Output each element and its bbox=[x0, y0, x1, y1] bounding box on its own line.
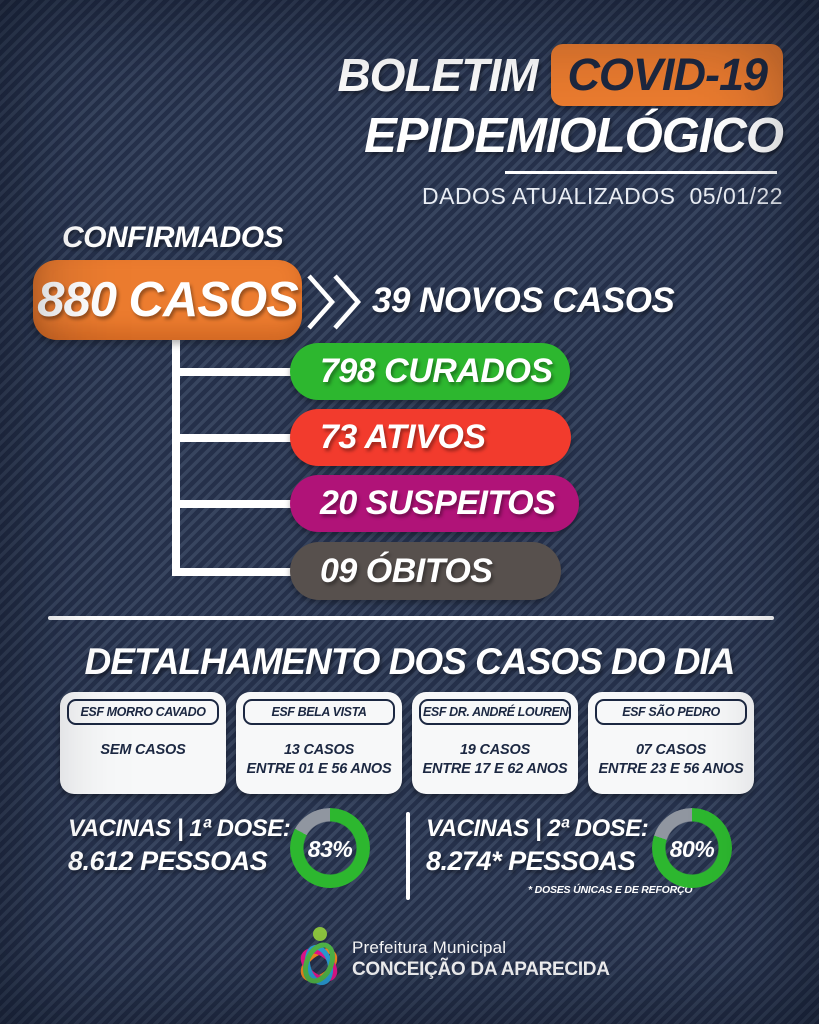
section-divider bbox=[48, 616, 774, 620]
header-underline bbox=[505, 171, 777, 174]
esf-card-title: ESF MORRO CAVADO bbox=[67, 699, 219, 725]
esf-card-line2: ENTRE 17 E 62 ANOS bbox=[422, 760, 568, 777]
confirmados-label: CONFIRMADOS bbox=[62, 221, 284, 254]
vaccine1-label: VACINAS | 1ª DOSE: bbox=[68, 815, 291, 842]
suspects-pill-label: 20 SUSPEITOS bbox=[320, 484, 556, 522]
esf-card-line2: ENTRE 01 E 56 ANOS bbox=[246, 760, 392, 777]
suspects-pill: 20 SUSPEITOS bbox=[290, 475, 579, 532]
deaths-pill-label: 09 ÓBITOS bbox=[320, 551, 493, 590]
footer-org-line1: Prefeitura Municipal bbox=[352, 938, 507, 957]
municipality-logo bbox=[300, 927, 338, 986]
title-epidemiologico: EPIDEMIOLÓGICO bbox=[364, 109, 784, 163]
esf-card-andre-lourenco: ESF DR. ANDRÉ LOURENÇO 19 CASOS ENTRE 17… bbox=[412, 692, 578, 794]
vaccine1-people: 8.612 PESSOAS bbox=[68, 846, 268, 876]
vaccine2-donut-percent: 80% bbox=[669, 836, 715, 862]
esf-card-bela-vista: ESF BELA VISTA 13 CASOS ENTRE 01 E 56 AN… bbox=[236, 692, 402, 794]
footer-org: Prefeitura Municipal CONCEIÇÃO DA APAREC… bbox=[352, 938, 610, 981]
vaccine2-label: VACINAS | 2ª DOSE: bbox=[426, 815, 649, 842]
esf-card-line1: 13 CASOS bbox=[283, 742, 355, 758]
active-pill: 73 ATIVOS bbox=[290, 409, 571, 466]
covid19-badge: COVID-19 bbox=[551, 44, 783, 106]
esf-card-line2: ENTRE 23 E 56 ANOS bbox=[598, 760, 744, 777]
cured-pill-label: 798 CURADOS bbox=[320, 352, 553, 390]
vaccine1-donut-percent: 83% bbox=[307, 836, 353, 862]
updated-date: 05/01/22 bbox=[689, 183, 783, 209]
esf-card-title: ESF DR. ANDRÉ LOURENÇO bbox=[419, 699, 571, 725]
detail-section-title: DETALHAMENTO DOS CASOS DO DIA bbox=[84, 641, 735, 682]
esf-card-line1: 19 CASOS bbox=[459, 742, 531, 758]
vaccine2-people: 8.274* PESSOAS bbox=[426, 846, 636, 876]
esf-card-morro-cavado: ESF MORRO CAVADO SEM CASOS bbox=[60, 692, 226, 794]
total-cases-pill: 880 CASOS bbox=[33, 260, 302, 340]
active-pill-label: 73 ATIVOS bbox=[320, 418, 486, 456]
esf-cards-row: ESF MORRO CAVADO SEM CASOS ESF BELA VIST… bbox=[60, 692, 754, 794]
chevrons-right-icon bbox=[307, 274, 362, 330]
esf-card-sao-pedro: ESF SÃO PEDRO 07 CASOS ENTRE 23 E 56 ANO… bbox=[588, 692, 754, 794]
esf-card-line1: SEM CASOS bbox=[100, 742, 186, 758]
vaccine2-donut-chart bbox=[652, 808, 732, 888]
cured-pill: 798 CURADOS bbox=[290, 343, 570, 400]
title-boletim: BOLETIM bbox=[337, 49, 538, 101]
esf-card-title: ESF SÃO PEDRO bbox=[595, 699, 747, 725]
esf-card-line1: 07 CASOS bbox=[635, 742, 707, 758]
covid19-badge-label: COVID-19 bbox=[567, 49, 768, 100]
vaccine2-note: * DOSES ÚNICAS E DE REFORÇO bbox=[528, 884, 693, 896]
total-cases-value: 880 CASOS bbox=[37, 273, 299, 327]
vaccine-divider bbox=[406, 812, 410, 900]
updated-label: DADOS ATUALIZADOS bbox=[422, 183, 676, 209]
new-cases-label: 39 NOVOS CASOS bbox=[372, 281, 675, 320]
header: BOLETIM COVID-19 EPIDEMIOLÓGICO DADOS AT… bbox=[337, 44, 784, 210]
deaths-pill: 09 ÓBITOS bbox=[290, 542, 561, 600]
esf-card-title: ESF BELA VISTA bbox=[243, 699, 395, 725]
footer-org-line2: CONCEIÇÃO DA APARECIDA bbox=[352, 959, 610, 980]
vaccine1-donut-chart bbox=[290, 808, 370, 888]
